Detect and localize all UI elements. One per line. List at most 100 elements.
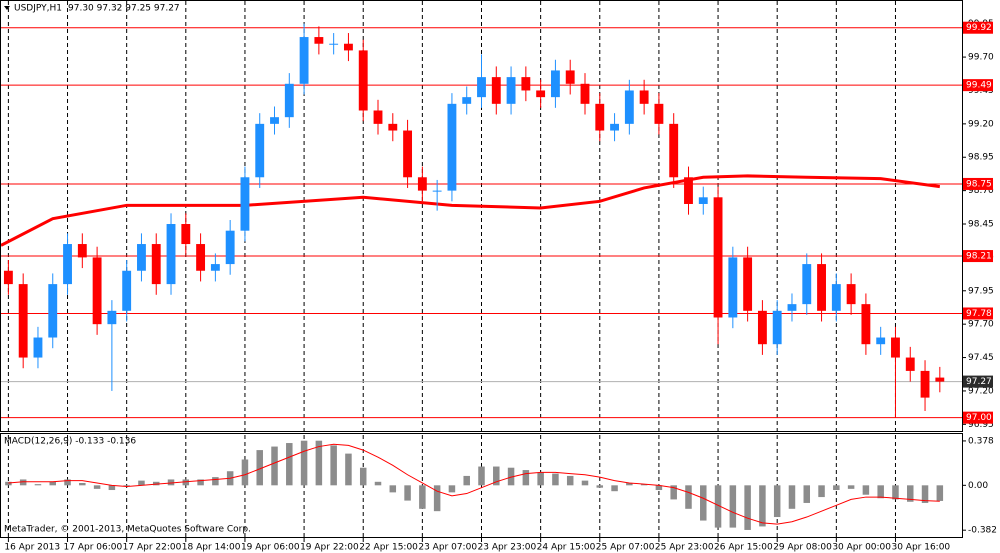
histogram-bar: [537, 472, 544, 486]
candle-body: [181, 224, 191, 245]
x-tick-label: 22 Apr 15:00: [359, 543, 418, 553]
candle-body: [654, 103, 664, 124]
level-label-box: [963, 177, 993, 190]
histogram-bar: [862, 485, 870, 495]
histogram-bar: [493, 466, 500, 486]
candle-body: [477, 77, 486, 98]
candle-body: [861, 304, 871, 345]
histogram-bar: [79, 482, 86, 486]
histogram-bar: [478, 466, 485, 486]
candle-body: [284, 83, 294, 118]
x-tick-label: 18 Apr 14:00: [182, 543, 241, 553]
histogram-bar: [330, 445, 337, 486]
histogram-bar: [463, 475, 470, 486]
level-label-box: [963, 79, 993, 92]
histogram-bar: [5, 481, 12, 486]
candle-body: [550, 70, 560, 98]
candle-body: [33, 337, 43, 358]
histogram-bar: [300, 440, 308, 486]
histogram-bar: [773, 485, 781, 518]
y-tick-label: 98.45: [968, 220, 994, 230]
menu-arrow[interactable]: [4, 6, 10, 10]
candle-body: [137, 244, 146, 271]
histogram-bar: [522, 470, 530, 486]
y-tick-label: 96.95: [968, 420, 994, 430]
candle-body: [595, 103, 605, 131]
candle-body: [3, 270, 13, 285]
histogram-bar: [907, 485, 914, 502]
histogram-bar: [700, 485, 707, 521]
histogram-bar: [714, 485, 722, 528]
histogram-bar: [507, 467, 515, 486]
histogram-bar: [566, 475, 574, 486]
histogram-bar: [685, 485, 692, 509]
candle-body: [610, 123, 619, 131]
candle-body: [935, 377, 945, 382]
x-tick-label: 26 Apr 15:00: [714, 543, 773, 553]
histogram-bar: [345, 453, 352, 486]
candle-body: [63, 244, 72, 285]
x-tick-label: 25 Apr 07:00: [596, 543, 655, 553]
candle-body: [77, 244, 87, 258]
histogram-bar: [256, 450, 263, 486]
plot-layer: [0, 1, 962, 537]
candle-body: [447, 103, 457, 191]
histogram-bar: [138, 480, 145, 486]
histogram-bar: [286, 443, 293, 486]
symbol: USDJPY,H1: [14, 4, 62, 14]
candle-body: [358, 50, 368, 111]
candle-body: [669, 123, 679, 178]
x-tick-label: 16 Apr 2013: [4, 543, 60, 553]
candle-body: [270, 117, 279, 124]
candle-body: [18, 284, 28, 358]
level-label-box: [963, 21, 993, 34]
y-tick-label: 97.45: [968, 353, 994, 363]
x-tick-label: 19 Apr 22:00: [300, 543, 359, 553]
y-tick-label: 0.00: [968, 481, 988, 491]
y-tick-label: -0.382: [968, 526, 997, 536]
histogram-bar: [64, 479, 71, 486]
x-tick-label: 23 Apr 23:00: [478, 543, 537, 553]
candle-body: [225, 230, 235, 265]
candle-body: [48, 284, 58, 338]
level-label: 97.78: [966, 309, 992, 319]
candle-body: [151, 244, 161, 285]
footer: MetaTrader, © 2001-2013, MetaQuotes Soft…: [4, 525, 251, 535]
histogram-bar: [389, 485, 397, 493]
y-tick-label: 0.378: [968, 436, 994, 446]
candle-body: [92, 257, 102, 325]
level-label: 98.75: [966, 179, 992, 189]
histogram-bar: [611, 485, 618, 492]
histogram-bar: [892, 485, 899, 500]
candle-body: [876, 337, 886, 345]
candle-body: [240, 177, 250, 231]
x-tick-label: 17 Apr 22:00: [123, 543, 182, 553]
candle-body: [920, 370, 930, 398]
histogram-bar: [744, 485, 751, 530]
quote: 97.30 97.32 97.25 97.27: [68, 4, 180, 14]
histogram-bar: [803, 485, 811, 503]
y-tick-label: 99.70: [968, 53, 994, 63]
histogram-bar: [93, 485, 101, 489]
histogram-bar: [818, 485, 825, 498]
candle-body: [743, 257, 753, 311]
histogram-bar: [581, 480, 589, 486]
level-label: 99.92: [966, 23, 992, 33]
last-price-box: [963, 375, 993, 388]
candle-body: [565, 70, 575, 84]
candle-body: [580, 83, 590, 104]
signal-line: [8, 443, 940, 525]
histogram-bar: [847, 485, 855, 489]
x-tick-label: 17 Apr 06:00: [64, 543, 123, 553]
x-tick-label: 29 Apr 08:00: [773, 543, 832, 553]
histogram-bar: [374, 481, 382, 486]
histogram-bar: [552, 473, 559, 486]
candle-body: [210, 264, 220, 271]
level-label-box: [963, 250, 993, 263]
candle-body: [639, 90, 649, 104]
histogram-bar: [404, 485, 411, 501]
last-price-label: 97.27: [966, 377, 992, 387]
candle-body: [344, 43, 353, 51]
candle-body: [299, 37, 309, 84]
candle-body: [462, 97, 472, 104]
